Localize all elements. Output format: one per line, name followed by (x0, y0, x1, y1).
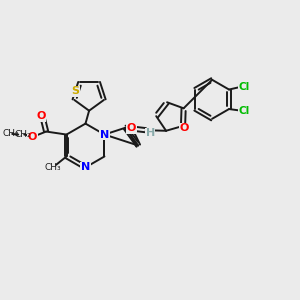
Text: N: N (81, 162, 90, 172)
Text: O: O (36, 111, 45, 121)
Text: S: S (100, 130, 109, 140)
Text: O: O (180, 123, 189, 133)
Text: H: H (146, 128, 155, 138)
Text: O: O (28, 132, 37, 142)
Text: CH₃: CH₃ (45, 163, 61, 172)
Text: O: O (127, 123, 136, 134)
Text: CH₂: CH₂ (14, 130, 31, 139)
Text: Cl: Cl (239, 106, 250, 116)
Text: S: S (72, 86, 80, 96)
Text: CH₃: CH₃ (2, 129, 19, 138)
Text: N: N (100, 130, 109, 140)
Text: Cl: Cl (238, 82, 250, 92)
